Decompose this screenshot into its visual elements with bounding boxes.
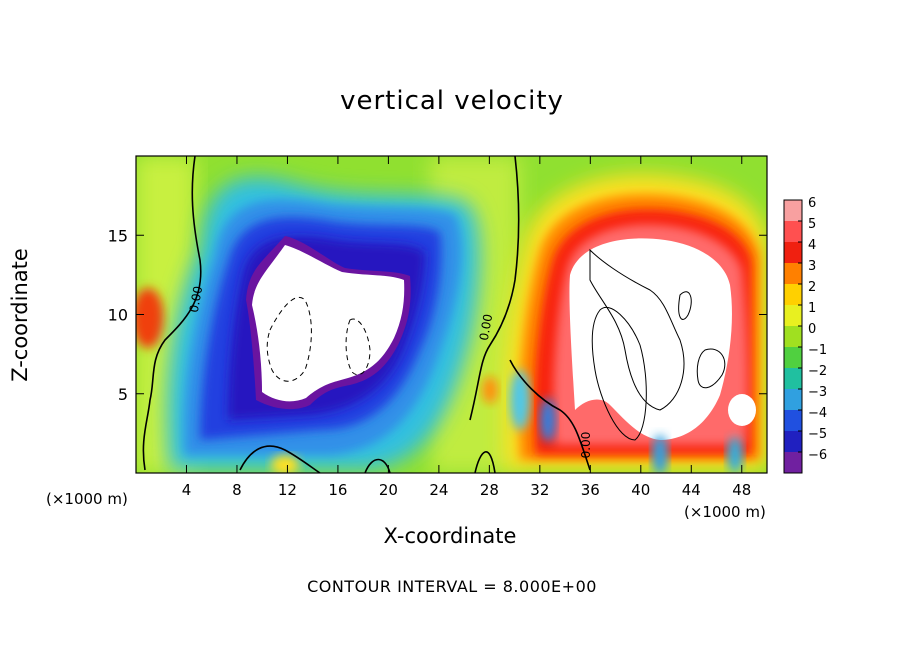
y-axis-label: Z-coordinate	[8, 248, 32, 382]
contour-labels: 0.00 0.00 0.00	[187, 285, 593, 458]
x-unit-label-right: (×1000 m)	[684, 503, 766, 521]
colorbar: 6 5 4 3 2 1 0 −1 −2 −3 −4 −5 −6	[783, 196, 827, 474]
colorbar-label: 3	[808, 259, 816, 274]
x-tick-label: 36	[581, 481, 600, 499]
inner-contours	[589, 248, 726, 441]
colorbar-label: −6	[808, 448, 827, 463]
colorbar-label: 0	[808, 322, 816, 337]
contour-label: 0.00	[477, 313, 495, 342]
x-tick-label: 32	[530, 481, 549, 499]
colorbar-swatch	[784, 200, 802, 221]
colorbar-swatch	[784, 326, 802, 347]
zero-contours	[142, 156, 591, 473]
colorbar-frame	[783, 199, 803, 474]
colorbar-label: −1	[808, 343, 827, 358]
velocity-field	[136, 156, 767, 473]
y-tick-label: 10	[108, 306, 128, 325]
x-tick-label: 44	[682, 481, 701, 499]
colorbar-swatch	[784, 431, 802, 452]
colorbar-label: 6	[808, 196, 816, 211]
x-axis-label: X-coordinate	[383, 524, 517, 548]
colorbar-label: 1	[808, 301, 816, 316]
x-tick-label: 16	[328, 481, 347, 499]
colorbar-swatch	[784, 284, 802, 305]
colorbar-swatch	[784, 347, 802, 368]
x-tick-label: 28	[480, 481, 499, 499]
negative-contours	[266, 297, 371, 382]
chart-title: vertical velocity	[340, 86, 564, 116]
colorbar-label: −3	[808, 385, 827, 400]
contour-interval-note: CONTOUR INTERVAL = 8.000E+00	[307, 577, 597, 596]
colorbar-swatch	[784, 263, 802, 284]
x-tick-label: 8	[232, 481, 242, 499]
y-axis: 5 10 15	[108, 226, 767, 404]
x-tick-label: 4	[182, 481, 192, 499]
colorbar-swatch	[784, 305, 802, 326]
colorbar-label: −4	[808, 406, 827, 421]
y-tick-label: 5	[118, 385, 128, 404]
colorbar-swatch	[784, 221, 802, 242]
colorbar-swatch	[784, 410, 802, 431]
x-tick-label: 12	[278, 481, 297, 499]
contour-label: 0.00	[579, 432, 593, 459]
colorbar-swatch	[784, 242, 802, 263]
colorbar-label: −5	[808, 427, 827, 442]
colorbar-label: 5	[808, 217, 816, 232]
colorbar-label: 2	[808, 280, 816, 295]
x-unit-label-left: (×1000 m)	[46, 490, 128, 508]
x-axis: 4 8 12 16 20 24 28 32 36 40 44 48	[182, 156, 751, 499]
colorbar-swatch	[784, 389, 802, 410]
colorbar-swatch	[784, 452, 802, 473]
x-tick-label: 24	[429, 481, 448, 499]
y-tick-label: 15	[108, 226, 128, 245]
x-tick-label: 48	[732, 481, 751, 499]
contour-label: 0.00	[187, 285, 205, 314]
colorbar-label: 4	[808, 238, 816, 253]
colorbar-swatch	[784, 368, 802, 389]
x-tick-label: 40	[631, 481, 650, 499]
x-tick-label: 20	[379, 481, 398, 499]
colorbar-label: −2	[808, 364, 827, 379]
